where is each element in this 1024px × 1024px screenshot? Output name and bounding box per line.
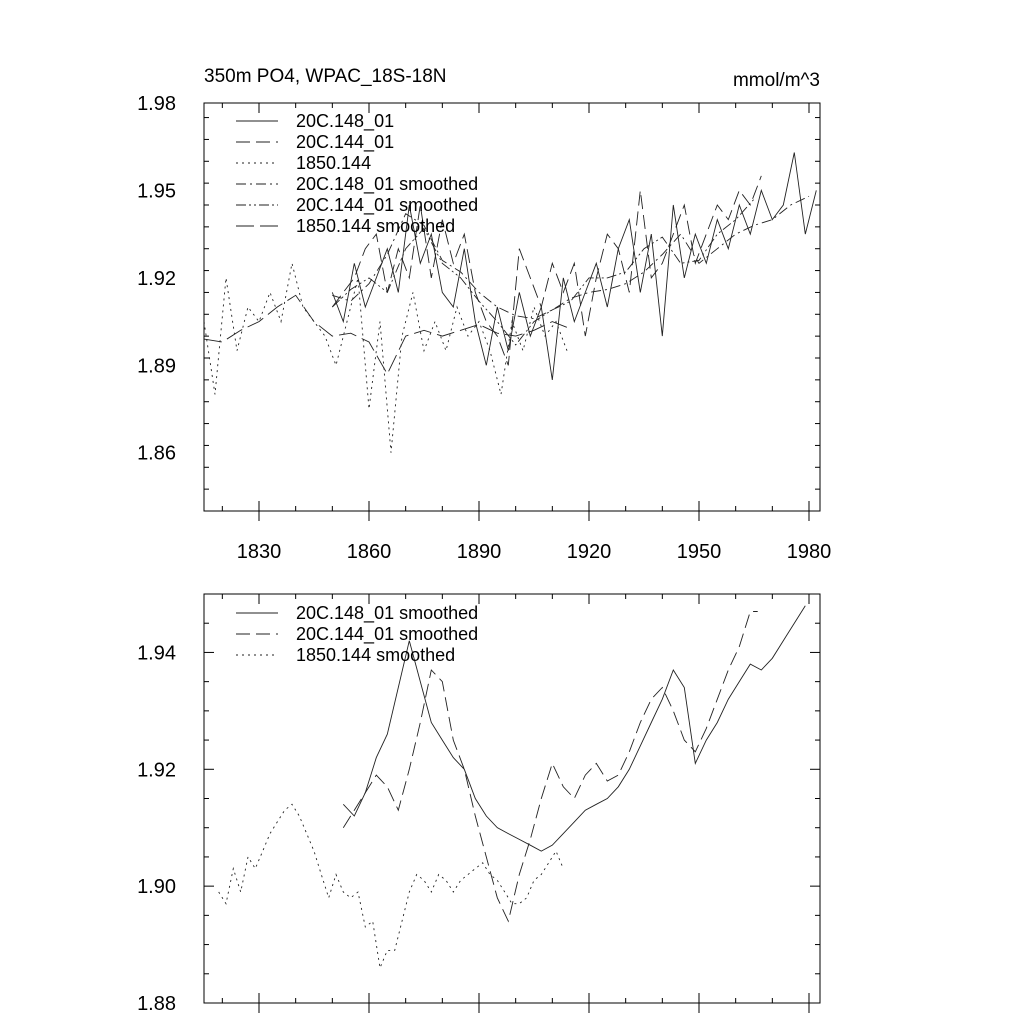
y-tick-label: 1.94	[137, 642, 176, 664]
y-tick-label: 1.98	[137, 93, 176, 115]
series-line-1	[342, 605, 806, 852]
x-tick-label: 1860	[347, 541, 392, 563]
y-tick-label: 1.92	[137, 268, 176, 290]
series-line-3	[218, 803, 564, 970]
y-tick-label: 1.89	[137, 355, 176, 377]
y-tick-label: 1.92	[137, 759, 176, 781]
bottom-panel: 1.88 1.90 1.92 1.94 20C.148_01 smoothed20C.…	[137, 593, 821, 1015]
x-tick-label: 1830	[237, 541, 282, 563]
top-plot-frame	[203, 102, 821, 512]
y-tick-label: 1.90	[137, 876, 176, 898]
series-line-2	[342, 611, 758, 923]
legend-label: 20C.144_01 smoothed	[296, 624, 478, 645]
units-label: mmol/m^3	[733, 70, 820, 91]
y-tick-label: 1.88	[137, 993, 176, 1015]
top-panel: 350m PO4, WPAC_18S-18N mmol/m^3 1.86 1.89…	[137, 66, 831, 563]
legend-label: 20C.144_01 smoothed	[296, 195, 478, 216]
series-line-6	[203, 294, 568, 375]
series-line-4	[332, 195, 810, 320]
y-tick-label: 1.95	[137, 180, 176, 202]
x-tick-label: 1950	[677, 541, 722, 563]
x-tick-label: 1920	[567, 541, 612, 563]
legend-label: 1850.144 smoothed	[296, 645, 455, 665]
bottom-series-group	[218, 605, 806, 970]
bottom-ticks-group: 1.88 1.90 1.92 1.94	[137, 593, 820, 1015]
top-ticks-group: 1.86 1.89 1.92 1.95 1.98 1830 1860 1890 1920 1950…	[137, 93, 831, 563]
chart-title: 350m PO4, WPAC_18S-18N	[204, 66, 447, 87]
legend-label: 20C.148_01	[296, 111, 394, 132]
top-series-group	[203, 152, 817, 453]
series-line-1	[331, 152, 817, 380]
legend-label: 1850.144 smoothed	[296, 216, 455, 236]
legend-label: 20C.144_01	[296, 132, 394, 153]
legend-label: 20C.148_01 smoothed	[296, 174, 478, 195]
legend-label: 1850.144	[296, 153, 371, 173]
series-line-5	[331, 198, 755, 346]
y-tick-label: 1.86	[137, 443, 176, 465]
series-line-2	[331, 175, 762, 366]
x-tick-label: 1980	[787, 541, 832, 563]
series-line-3	[203, 263, 568, 453]
legend-label: 20C.148_01 smoothed	[296, 603, 478, 624]
x-tick-label: 1890	[457, 541, 502, 563]
